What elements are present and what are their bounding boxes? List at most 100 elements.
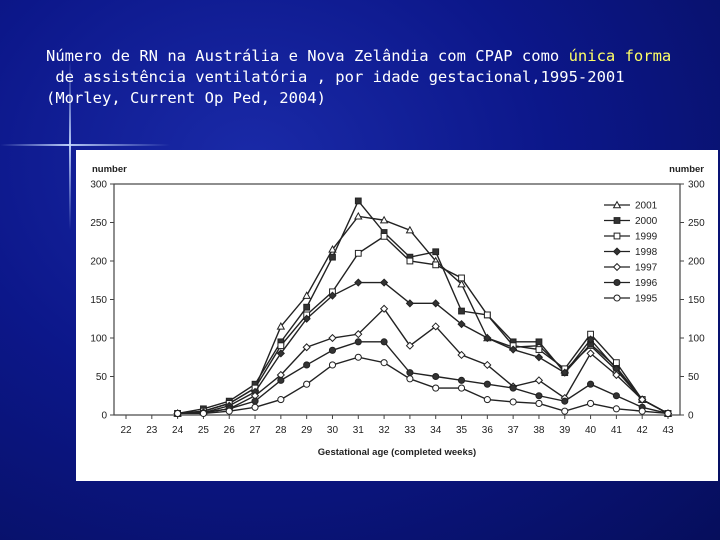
x-tick-label: 41 [611,425,623,436]
x-tick-label: 23 [146,425,158,436]
x-tick-label: 36 [482,425,494,436]
x-tick-label: 28 [275,425,287,436]
title-line1-highlight: única forma [568,47,672,65]
series-line-1997 [177,307,669,415]
data-point-1998-33 [405,299,415,308]
x-tick-label: 30 [327,425,339,436]
legend-label-2000: 2000 [635,216,658,227]
x-tick-label: 40 [585,425,597,436]
x-tick-label: 24 [172,425,184,436]
legend-marker-2001 [612,200,622,209]
data-point-1996-37 [509,384,517,392]
legend-item-1995: 1995 [604,294,658,305]
data-point-1996-38 [535,392,543,400]
series-line-1996 [177,341,669,415]
x-tick-label: 37 [508,425,520,436]
chart-axes: 0 0 50 50 100 100 150 150 200 200 250 250 300 300 22 23… [90,164,705,458]
x-tick-label: 35 [456,425,468,436]
data-point-1995-31 [354,353,362,361]
data-point-1996-39 [561,397,569,405]
data-point-1995-26 [225,407,233,415]
data-point-1998-38 [534,353,544,362]
data-point-1995-39 [561,407,569,415]
data-point-1998-31 [354,278,363,287]
data-point-2000-31 [354,197,362,205]
line-chart: 0 0 50 50 100 100 150 150 200 200 250 250 300 300 22 23… [90,164,705,458]
data-point-1999-34 [432,261,440,269]
x-tick-label: 38 [533,425,545,436]
x-tick-label: 34 [430,425,442,436]
data-point-1996-29 [303,361,311,369]
data-point-1995-33 [406,375,414,383]
data-point-1995-41 [612,405,620,413]
lens-flare-horizontal [0,144,170,146]
data-point-1995-29 [303,380,311,388]
data-point-1996-27 [251,397,259,405]
x-tick-label: 43 [662,425,674,436]
data-point-1996-28 [277,376,285,384]
chart-panel: 0 0 50 50 100 100 150 150 200 200 250 250 300 300 22 23… [76,150,718,481]
data-point-1996-35 [457,376,466,384]
data-point-1998-37 [509,345,518,354]
legend-label-1997: 1997 [635,263,658,274]
x-tick-label: 42 [637,425,649,436]
series-1998 [173,278,673,418]
data-point-1996-30 [328,346,337,354]
y-tick-label-right: 0 [688,411,694,422]
series-2001 [173,211,673,417]
data-point-1997-34 [431,322,440,331]
data-point-1997-36 [483,360,492,370]
y-tick-label-right: 50 [688,372,700,383]
data-point-1996-33 [406,369,414,377]
data-point-1995-32 [380,359,388,367]
data-point-1999-35 [458,274,465,282]
data-point-1995-38 [535,399,543,408]
x-tick-label: 39 [559,425,571,436]
data-point-1995-25 [199,409,207,418]
x-tick-label: 22 [120,425,132,436]
data-point-1997-35 [457,350,466,360]
data-point-1995-30 [328,361,337,369]
legend-label-1996: 1996 [635,278,658,289]
data-point-1998-30 [328,291,337,300]
legend-label-1999: 1999 [635,232,658,243]
data-point-2001-35 [457,279,466,288]
y-axis-label-left: number [92,164,127,175]
legend-marker-1995 [613,294,621,302]
y-axis-label-right: number [669,164,704,175]
data-point-1998-40 [586,335,595,344]
data-point-1999-36 [483,311,491,319]
x-tick-label: 26 [224,425,236,436]
y-tick-label-right: 300 [688,180,705,191]
data-point-1996-31 [354,338,362,346]
data-point-1999-41 [612,359,620,367]
y-tick-label-left: 50 [96,372,108,383]
legend-item-1999: 1999 [604,232,658,243]
y-tick-label-left: 250 [90,218,107,229]
y-tick-label-right: 200 [688,257,705,268]
x-tick-label: 31 [353,425,365,436]
data-point-1997-32 [379,304,389,313]
series-line-1995 [177,356,669,415]
data-point-1997-40 [586,349,595,358]
slide-title: Número de RN na Austrália e Nova Zelândi… [46,46,718,109]
x-tick-label: 25 [198,425,210,436]
series-line-1999 [177,235,669,415]
data-point-1997-42 [638,395,647,404]
legend-marker-1997 [612,262,622,272]
data-point-1995-28 [277,396,285,404]
legend-label-1995: 1995 [635,294,658,305]
data-point-1998-32 [379,278,389,287]
data-point-1997-30 [328,333,337,343]
legend-item-2000: 2000 [604,216,658,227]
y-tick-label-right: 100 [688,334,705,345]
legend-label-1998: 1998 [635,247,658,258]
y-tick-label-left: 200 [90,257,107,268]
data-point-1995-37 [509,398,517,406]
data-point-2000-30 [329,253,336,261]
data-point-2000-35 [458,307,465,315]
data-point-1998-35 [457,320,466,329]
series-1997 [173,304,673,418]
y-tick-label-left: 150 [90,295,107,306]
x-axis-label: Gestational age (completed weeks) [318,447,476,458]
